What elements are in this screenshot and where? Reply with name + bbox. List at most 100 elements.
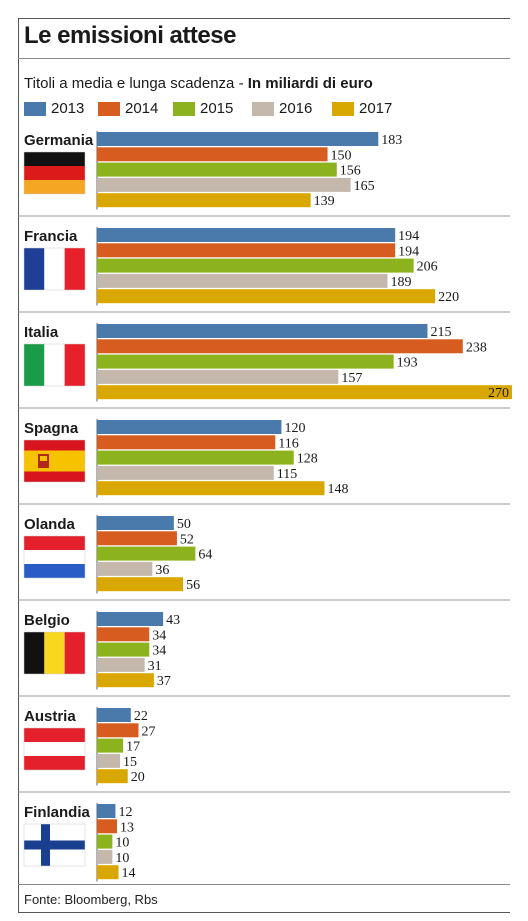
bar-germania-2014 (97, 147, 328, 162)
value-label: 34 (152, 644, 166, 659)
value-label: 194 (398, 229, 419, 244)
bar-francia-2013 (97, 228, 396, 242)
value-label: 13 (120, 820, 134, 835)
bar-austria-2013 (97, 708, 131, 722)
legend-swatch (252, 102, 274, 116)
netherlands-flag-icon (23, 535, 86, 579)
bar-belgio-2015 (97, 642, 150, 657)
bar-austria-2017 (97, 769, 128, 784)
value-label: 36 (155, 563, 169, 578)
bar-finlandia-2014 (97, 819, 117, 834)
value-label: 193 (397, 356, 418, 371)
legend-label: 2017 (359, 100, 393, 117)
value-label: 183 (381, 133, 402, 148)
value-label: 20 (131, 770, 145, 785)
country-label: Spagna (24, 420, 79, 437)
value-label: 27 (142, 724, 156, 739)
country-group-italia: Italia 215 238 193 157 270 (18, 311, 512, 402)
value-label: 34 (152, 628, 166, 643)
legend-swatch (24, 102, 46, 116)
bar-finlandia-2013 (97, 804, 116, 818)
bar-austria-2014 (97, 723, 139, 738)
legend-swatch (173, 102, 195, 116)
subtitle-text: Titoli a media e lunga scadenza - (24, 75, 248, 92)
frame-bottom-border (18, 912, 510, 913)
bar-spagna-2017 (97, 481, 325, 496)
bar-italia-2013 (97, 324, 428, 338)
value-label: 150 (331, 148, 352, 163)
chart-title: Le emissioni attese (24, 22, 236, 49)
bar-italia-2016 (97, 369, 339, 384)
legend-label: 2015 (200, 100, 234, 117)
value-label: 270 (488, 386, 509, 401)
country-label: Austria (24, 708, 76, 725)
bar-francia-2017 (97, 289, 436, 304)
bar-olanda-2016 (97, 561, 153, 576)
bar-spagna-2014 (97, 435, 276, 450)
legend-swatch (332, 102, 354, 116)
value-label: 37 (157, 674, 171, 689)
value-label: 128 (297, 452, 318, 467)
value-label: 157 (341, 371, 362, 386)
country-label: Germania (24, 132, 94, 149)
value-label: 14 (122, 866, 136, 881)
austria-flag-icon (23, 727, 86, 771)
source-divider (18, 884, 510, 885)
value-label: 50 (177, 517, 191, 532)
value-label: 139 (314, 194, 335, 209)
value-label: 43 (166, 613, 180, 628)
value-label: 12 (118, 805, 132, 820)
bar-belgio-2017 (97, 673, 154, 688)
value-label: 31 (148, 659, 162, 674)
chart-source: Fonte: Bloomberg, Rbs (24, 892, 158, 907)
france-flag-icon (23, 247, 86, 291)
value-label: 194 (398, 244, 419, 259)
value-label: 22 (134, 709, 148, 724)
title-divider (18, 58, 510, 59)
value-label: 189 (391, 275, 412, 290)
finland-flag-icon (23, 823, 86, 867)
value-label: 120 (284, 421, 305, 436)
bar-olanda-2017 (97, 577, 184, 592)
bar-austria-2016 (97, 753, 121, 768)
value-label: 148 (327, 482, 348, 497)
bar-olanda-2014 (97, 531, 177, 546)
country-label: Italia (24, 324, 59, 341)
value-label: 215 (430, 325, 451, 340)
legend-label: 2016 (279, 100, 313, 117)
country-label: Olanda (24, 516, 76, 533)
country-label: Belgio (24, 612, 70, 629)
bar-italia-2015 (97, 354, 394, 369)
spain-flag-icon (23, 439, 86, 483)
italy-flag-icon (23, 343, 86, 387)
bar-finlandia-2016 (97, 849, 113, 864)
bar-germania-2017 (97, 193, 311, 208)
bar-finlandia-2015 (97, 834, 113, 849)
bar-finlandia-2017 (97, 865, 119, 880)
bar-italia-2017 (97, 385, 512, 400)
value-label: 10 (115, 851, 129, 866)
value-label: 116 (278, 436, 298, 451)
value-label: 52 (180, 532, 194, 547)
legend-label: 2013 (51, 100, 85, 117)
value-label: 56 (186, 578, 200, 593)
bar-belgio-2016 (97, 657, 145, 672)
value-label: 165 (354, 179, 375, 194)
bar-austria-2015 (97, 738, 124, 753)
bar-germania-2015 (97, 162, 337, 177)
value-label: 238 (466, 340, 487, 355)
chart-subtitle: Titoli a media e lunga scadenza - In mil… (24, 75, 373, 92)
value-label: 206 (417, 260, 438, 275)
legend-swatch (98, 102, 120, 116)
value-label: 10 (115, 836, 129, 851)
value-label: 64 (198, 548, 212, 563)
bar-spagna-2015 (97, 450, 294, 465)
bar-italia-2014 (97, 339, 463, 354)
